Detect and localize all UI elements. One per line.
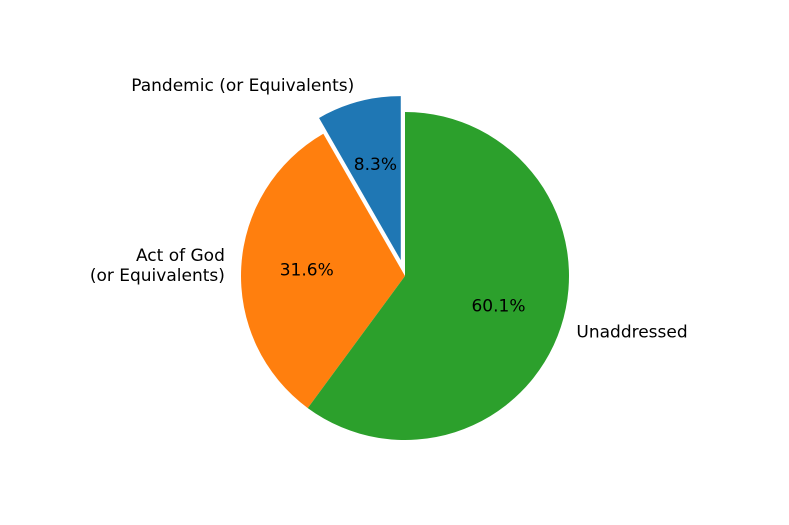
slice-value-label-2: 60.1%: [471, 297, 525, 317]
pie-slice-1: [241, 133, 405, 409]
slice-value-label-1: 31.6%: [280, 260, 334, 280]
slice-category-label-2: Unaddressed: [576, 322, 687, 342]
pie-slice-2: [307, 111, 570, 441]
slice-category-label-1: Act of God (or Equivalents): [90, 246, 225, 286]
pie-slice-0: [319, 96, 401, 261]
slice-value-label-0: 8.3%: [354, 155, 397, 175]
slice-category-label-0: Pandemic (or Equivalents): [131, 76, 354, 96]
